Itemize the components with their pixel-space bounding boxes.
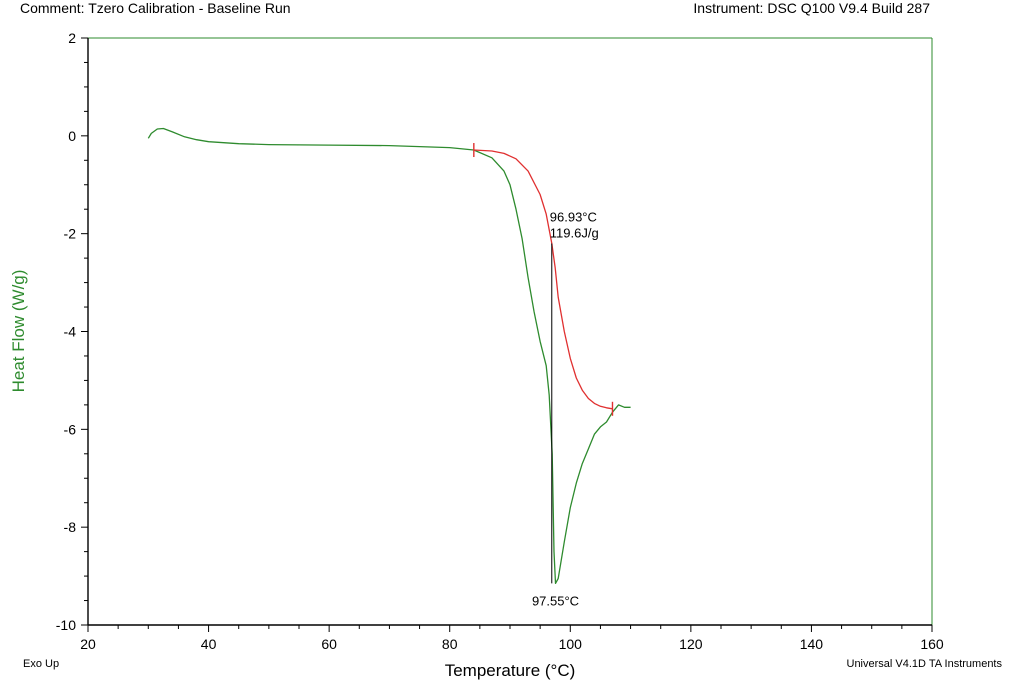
heat-flow-curve xyxy=(147,127,631,585)
y-tick-label: -8 xyxy=(64,519,77,535)
y-tick-label: -2 xyxy=(64,226,77,242)
y-tick-label: -6 xyxy=(64,421,77,437)
x-tick-label: 140 xyxy=(800,636,824,652)
x-tick-label: 120 xyxy=(679,636,703,652)
integration-baseline-curve xyxy=(473,149,613,410)
x-axis-title: Temperature (°C) xyxy=(445,661,576,680)
y-tick-label: 2 xyxy=(68,30,76,46)
enthalpy-label: 119.6J/g xyxy=(550,225,599,240)
peak-temperature-label: 97.55°C xyxy=(532,593,579,608)
software-version: Universal V4.1D TA Instruments xyxy=(846,658,1003,670)
instrument-text: Instrument: DSC Q100 V9.4 Build 287 xyxy=(693,0,930,16)
y-tick-label: 0 xyxy=(68,128,76,144)
exo-up-label: Exo Up xyxy=(23,658,60,670)
x-tick-label: 60 xyxy=(321,636,337,652)
x-tick-label: 100 xyxy=(559,636,583,652)
x-tick-label: 20 xyxy=(80,636,96,652)
y-tick-label: -10 xyxy=(56,617,76,633)
onset-temperature-label: 96.93°C xyxy=(550,209,597,224)
y-axis-title: Heat Flow (W/g) xyxy=(9,270,28,393)
y-tick-label: -4 xyxy=(64,324,77,340)
x-tick-label: 160 xyxy=(920,636,944,652)
x-tick-label: 40 xyxy=(201,636,217,652)
x-tick-label: 80 xyxy=(442,636,458,652)
comment-text: Comment: Tzero Calibration - Baseline Ru… xyxy=(20,0,291,16)
